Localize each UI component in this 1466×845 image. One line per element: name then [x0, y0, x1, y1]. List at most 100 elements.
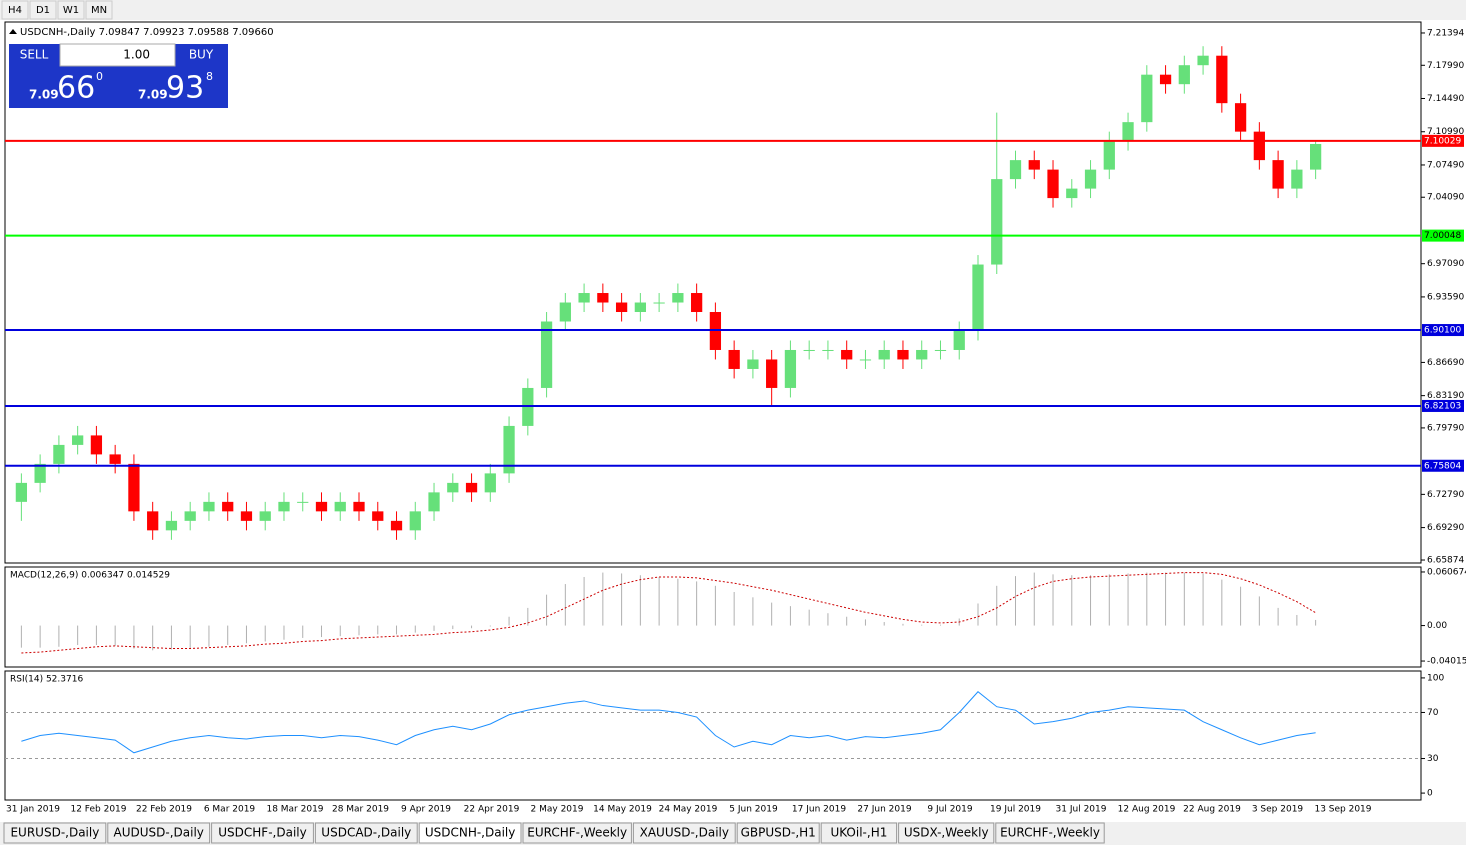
- chart-tab[interactable]: [995, 822, 1105, 844]
- candle-body: [72, 435, 84, 445]
- chart-tab[interactable]: [3, 822, 107, 844]
- chart-tab-label[interactable]: USDCAD-,Daily: [321, 826, 411, 840]
- x-tick-label: 18 Mar 2019: [266, 805, 323, 815]
- macd-panel: [4, 566, 1422, 668]
- x-tick-label: 14 May 2019: [593, 805, 652, 815]
- candle-body: [1122, 122, 1134, 142]
- price-level-tag: [1422, 134, 1464, 147]
- chart-tab-label[interactable]: XAUUSD-,Daily: [640, 826, 729, 840]
- chart-tab[interactable]: [820, 822, 898, 844]
- candle-body: [728, 349, 740, 369]
- candle-body: [1159, 74, 1172, 85]
- lot-value[interactable]: 1.00: [123, 48, 150, 62]
- chart-tab-label[interactable]: AUDUSD-,Daily: [114, 826, 204, 840]
- chart-header: USDCNH-,Daily 7.09847 7.09923 7.09588 7.…: [20, 27, 274, 38]
- candle-body: [597, 293, 609, 303]
- price-level-label: 6.75804: [1424, 461, 1461, 471]
- chart-tab[interactable]: [211, 822, 314, 844]
- chart-tab-label[interactable]: USDX-,Weekly: [904, 826, 989, 840]
- ask-frac: 8: [206, 70, 213, 83]
- chart-tab-label[interactable]: USDCNH-,Daily: [425, 826, 516, 840]
- bid-big: 7.09: [29, 88, 59, 102]
- x-tick-label: 2 May 2019: [531, 805, 584, 815]
- chart-tab-label[interactable]: EURUSD-,Daily: [10, 826, 99, 840]
- timeframe-button[interactable]: [85, 0, 113, 20]
- x-tick-label: 27 Jun 2019: [857, 805, 911, 815]
- rsi-panel: [4, 670, 1422, 801]
- candle-body: [147, 511, 159, 531]
- y-tick-label: 7.17990: [1427, 61, 1464, 71]
- candle-body: [672, 293, 684, 303]
- ask-pips: 93: [166, 71, 204, 106]
- candle-body: [259, 511, 271, 521]
- candle-body: [1028, 160, 1040, 170]
- price-level-label: 7.00048: [1424, 231, 1461, 241]
- lot-input[interactable]: [59, 43, 176, 67]
- candle-body: [803, 349, 815, 351]
- x-tick-label: 17 Jun 2019: [792, 805, 846, 815]
- chart-tab-label[interactable]: UKOil-,H1: [830, 826, 887, 840]
- chart-tab[interactable]: [736, 822, 820, 844]
- chart-tab[interactable]: [418, 822, 522, 844]
- price-level-label: 7.10029: [1424, 136, 1461, 146]
- candle-body: [841, 349, 853, 360]
- y-tick-label: 7.21394: [1427, 28, 1464, 38]
- candle-body: [503, 425, 515, 474]
- buy-button[interactable]: BUY: [189, 48, 214, 62]
- timeframe-button[interactable]: [1, 0, 29, 20]
- chart-tab[interactable]: [632, 822, 736, 844]
- chart-tab[interactable]: [314, 822, 418, 844]
- chart-tab-label[interactable]: EURCHF-,Weekly: [527, 826, 627, 840]
- main-panel: [4, 21, 1422, 564]
- x-tick-label: 12 Aug 2019: [1118, 805, 1176, 815]
- timeframe-button[interactable]: [57, 0, 85, 20]
- candle-body: [559, 302, 571, 322]
- timeframe-label[interactable]: MN: [91, 5, 107, 16]
- sell-button[interactable]: SELL: [20, 48, 49, 62]
- y-tick-label: 0.00: [1427, 621, 1447, 631]
- candle-body: [1272, 160, 1284, 189]
- y-tick-label: 100: [1427, 673, 1444, 683]
- y-tick-label: 6.86690: [1427, 358, 1464, 368]
- price-level-tag: [1422, 459, 1464, 472]
- candle-body: [447, 482, 459, 493]
- x-tick-label: 6 Mar 2019: [204, 805, 256, 815]
- y-tick-label: 70: [1427, 708, 1439, 718]
- price-level-label: 6.82103: [1424, 401, 1461, 411]
- candle-body: [15, 482, 28, 502]
- candle-body: [315, 501, 328, 512]
- price-level-label: 6.90100: [1424, 326, 1461, 336]
- chart-tab[interactable]: [522, 822, 632, 844]
- candle-body: [1253, 131, 1265, 161]
- candle-body: [1309, 143, 1322, 170]
- chart-tab-label[interactable]: USDCHF-,Daily: [218, 826, 306, 840]
- candle-body: [1103, 141, 1115, 170]
- x-tick-label: 5 Jun 2019: [729, 805, 778, 815]
- timeframe-label[interactable]: H4: [8, 5, 22, 16]
- candle-body: [934, 349, 947, 351]
- candle-body: [691, 293, 703, 313]
- candle-body: [1234, 103, 1247, 132]
- candle-body: [297, 501, 309, 503]
- chart-tab-label[interactable]: EURCHF-,Weekly: [1000, 826, 1100, 840]
- collapse-arrow[interactable]: [9, 29, 17, 34]
- candle-body: [165, 520, 178, 531]
- timeframe-label[interactable]: W1: [63, 5, 79, 16]
- x-tick-label: 31 Jul 2019: [1056, 805, 1107, 815]
- bid-frac: 0: [96, 70, 103, 83]
- candle-body: [1197, 55, 1209, 66]
- y-tick-label: 7.07490: [1427, 160, 1464, 170]
- y-tick-label: 7.10990: [1427, 127, 1464, 137]
- y-tick-label: 6.69290: [1427, 523, 1464, 533]
- candle-body: [615, 302, 628, 313]
- timeframe-button[interactable]: [29, 0, 57, 20]
- chart-tab-label[interactable]: GBPUSD-,H1: [741, 826, 816, 840]
- x-tick-label: 22 Aug 2019: [1183, 805, 1241, 815]
- chart-tab[interactable]: [107, 822, 211, 844]
- bid-pips: 66: [57, 71, 95, 106]
- candle-body: [109, 454, 121, 464]
- chart-tab[interactable]: [898, 822, 995, 844]
- candle-body: [222, 501, 234, 512]
- timeframe-label[interactable]: D1: [36, 5, 50, 16]
